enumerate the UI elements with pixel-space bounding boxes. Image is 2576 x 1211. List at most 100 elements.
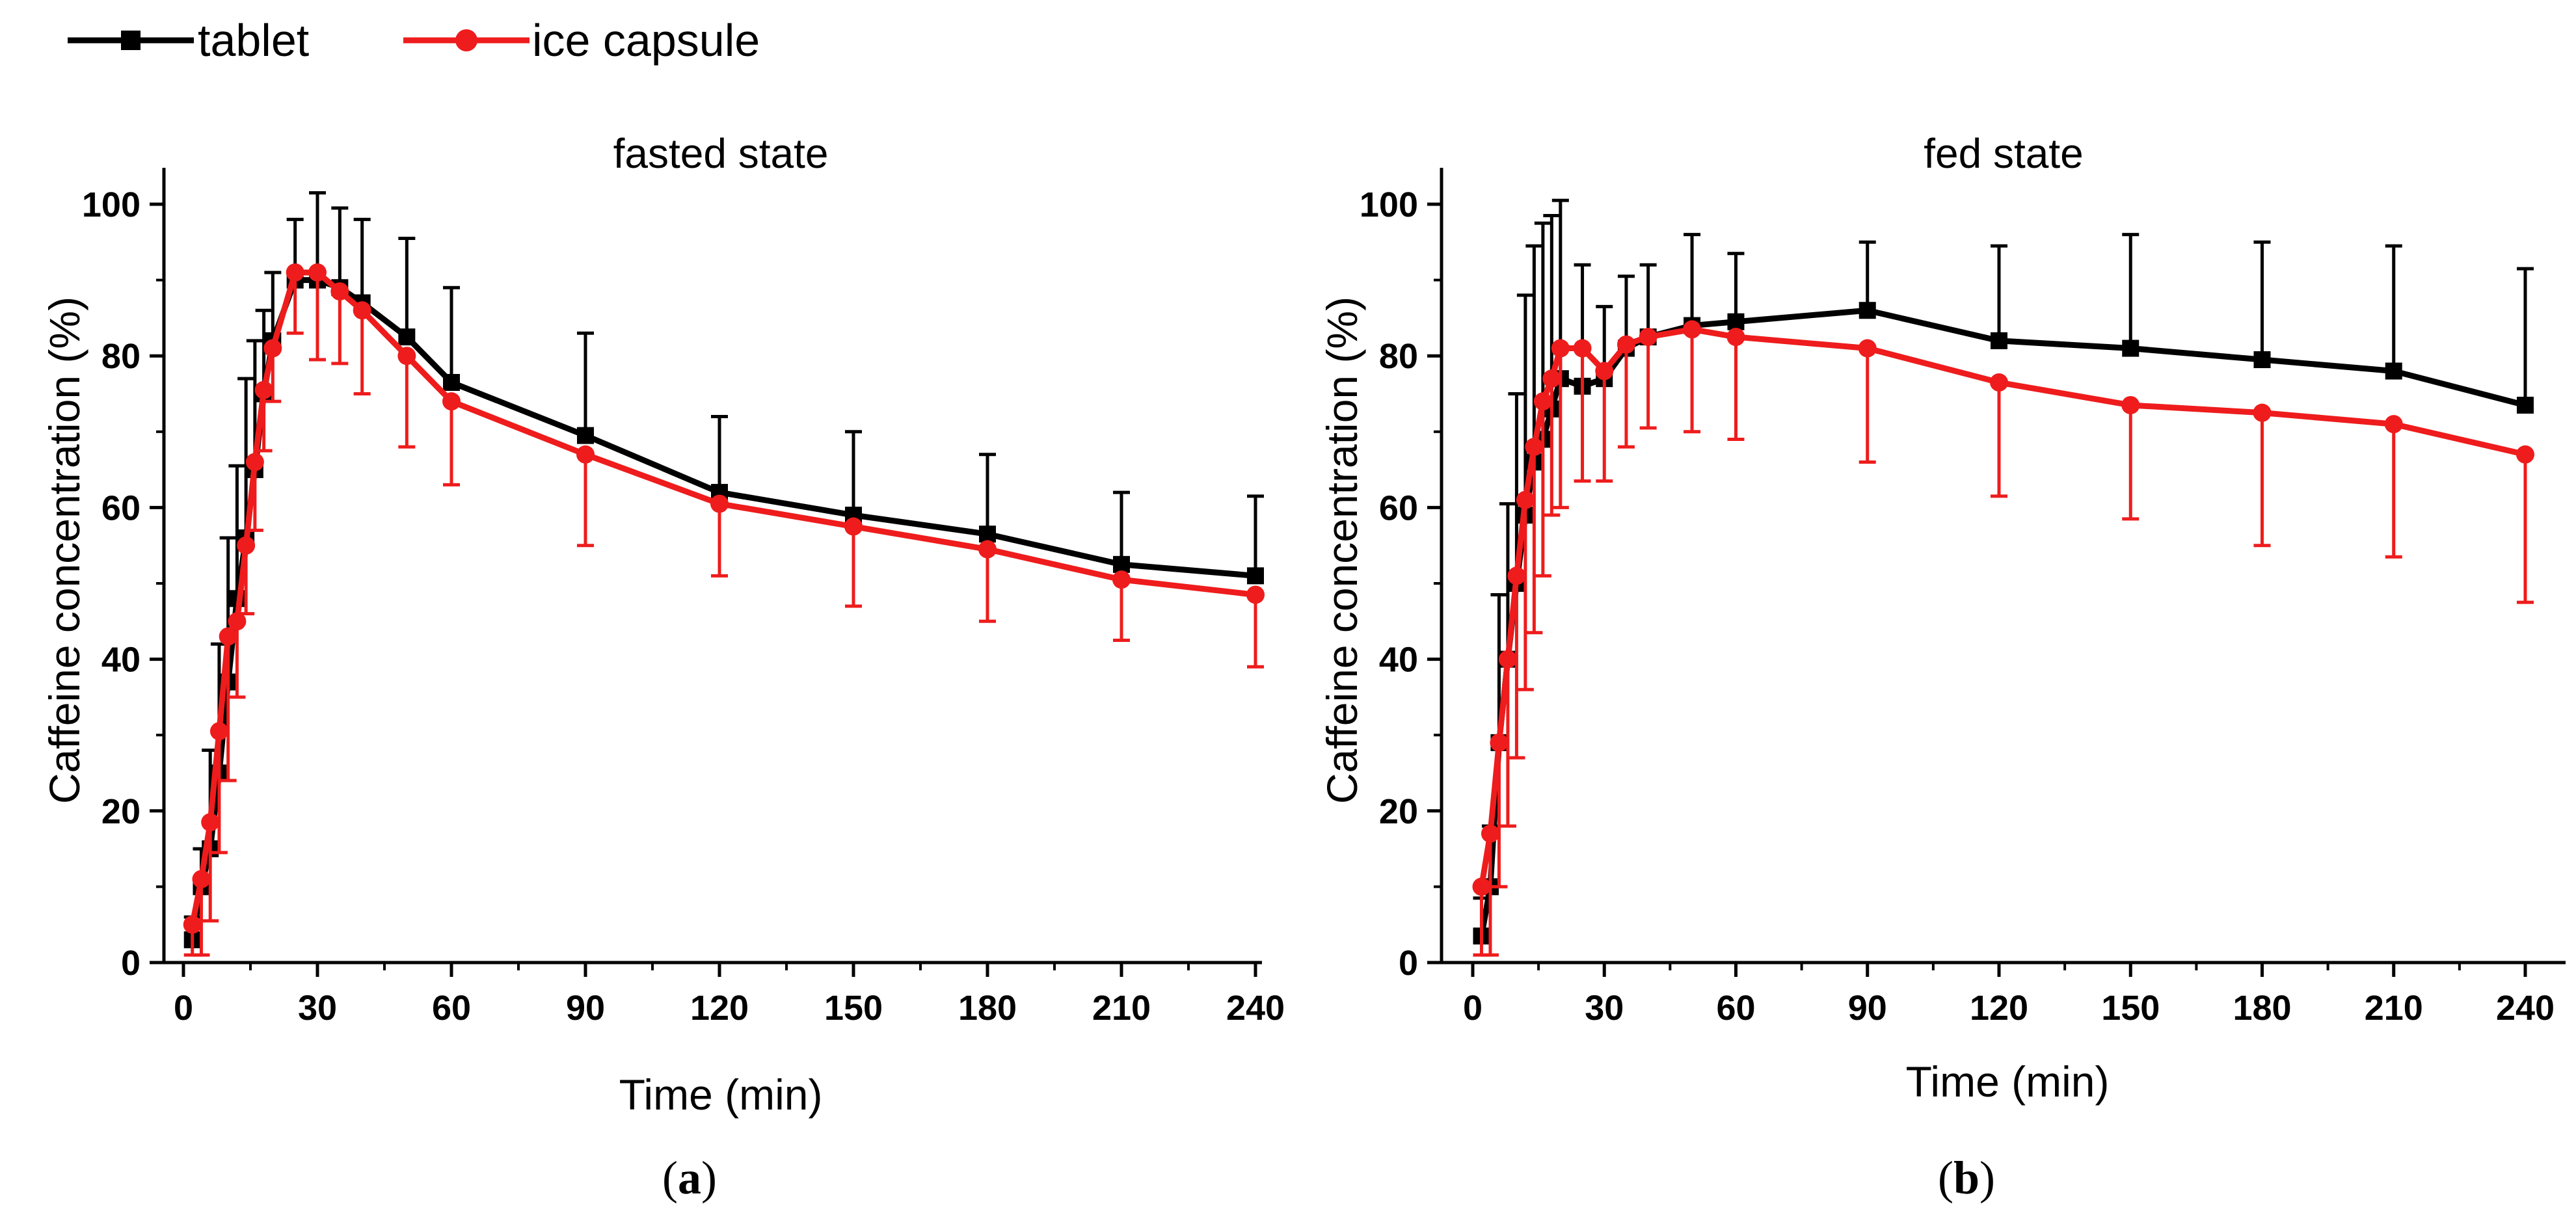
panel-a-x-title: Time (min) [619,1071,823,1119]
panel-a-x-tick-label: 120 [690,989,749,1028]
panel-a-point-ice-capsule [201,813,220,832]
panel-a-point-ice-capsule [844,517,863,536]
legend-marker-tablet [121,31,141,50]
panel-b-label-open: ( [1938,1152,1953,1204]
panel-b-point-ice-capsule [2253,403,2272,422]
panel-b-point-ice-capsule [2384,415,2403,434]
panel-b-x-tick-label: 120 [1970,989,2028,1028]
panel-a-point-ice-capsule [228,612,247,631]
panel-b-point-ice-capsule [1595,362,1614,380]
panel-b-title: fed state [1924,130,2084,177]
panel-a-y-title: Caffeine concentration (%) [40,297,88,804]
panel-a: fasted state 0 30 60 90 120 150 180 210 240 0 20 40… [40,130,1285,1204]
panel-a-point-ice-capsule [183,915,202,934]
panel-b-point-tablet [2253,351,2271,369]
panel-b-point-ice-capsule [1498,650,1517,669]
panel-b-series [1472,198,2534,957]
panel-b-point-ice-capsule [1639,328,1657,347]
panel-a-y-tick-label: 20 [101,792,141,831]
panel-a-point-ice-capsule [397,347,416,366]
panel-a-x-tick-label: 180 [958,989,1017,1028]
panel-a-title: fasted state [613,130,829,177]
panel-b-y-title: Caffeine concentration (%) [1318,297,1366,804]
panel-b-point-tablet [2385,362,2402,380]
panel-b-point-ice-capsule [1542,369,1561,388]
panel-a-point-ice-capsule [286,263,304,282]
panel-a-y-tick-label: 60 [101,488,141,527]
panel-a-x-tick-label: 30 [298,989,337,1028]
panel-b-y-tick-label: 60 [1379,488,1418,527]
panel-b-point-ice-capsule [1481,824,1499,843]
panel-a-point-ice-capsule [978,540,997,559]
panel-b-y-tick-label: 20 [1379,792,1418,831]
panel-b-ticks: 0 30 60 90 120 150 180 210 240 0 20 40 60 80 100 [1360,185,2555,1028]
panel-a-point-ice-capsule [263,339,282,358]
panel-a-point-ice-capsule [245,453,264,472]
panel-a-y-tick-label: 0 [121,944,141,983]
panel-a-point-ice-capsule [192,870,211,888]
panel-b-point-ice-capsule [1516,490,1535,509]
panel-b-point-tablet [1727,313,1745,330]
panel-a-x-tick-label: 60 [432,989,471,1028]
legend-marker-ice-capsule [455,29,477,51]
legend-label-ice-capsule: ice capsule [532,15,760,66]
panel-a-x-tick-label: 90 [566,989,605,1028]
panel-a-point-ice-capsule [1246,585,1265,604]
panel-a-label-close: ) [701,1152,717,1204]
panel-b-point-ice-capsule [1990,373,2008,392]
panel-b-point-ice-capsule [1551,339,1570,358]
panel-a-point-tablet [398,328,416,346]
panel-a-line-tablet [189,277,1256,940]
panel-a-x-tick-label: 150 [824,989,883,1028]
panel-b-point-tablet [1858,302,1876,319]
panel-b-x-tick-label: 30 [1585,989,1624,1028]
panel-a-point-ice-capsule [237,536,256,555]
panel-a-ticks: 0 30 60 90 120 150 180 210 240 0 20 40 60 80 100 [82,185,1285,1028]
panel-b-line-ice-capsule [1479,326,2527,888]
panel-b-point-ice-capsule [1726,328,1745,347]
panel-a-point-ice-capsule [330,282,349,301]
panel-b-point-ice-capsule [2121,395,2140,414]
panel-b-point-ice-capsule [1507,566,1526,585]
panel-a-line-ice-capsule [189,269,1256,925]
panel-a-label: (a) [662,1152,717,1204]
panel-b-x-tick-label: 150 [2101,989,2160,1028]
panel-b-point-ice-capsule [1472,877,1491,896]
panel-a-point-tablet [979,526,996,543]
panel-b-point-ice-capsule [1617,335,1635,354]
panel-b-point-ice-capsule [1573,339,1592,358]
panel-a-y-tick-label: 100 [82,185,141,224]
panel-a-x-tick-label: 240 [1226,989,1285,1028]
panel-b-y-tick-label: 40 [1379,641,1418,680]
panel-a-point-tablet [443,374,460,392]
panel-b-x-tick-label: 0 [1463,989,1483,1028]
panel-a-x-tick-label: 210 [1092,989,1151,1028]
panel-b-y-tick-label: 80 [1379,337,1418,376]
panel-a-point-ice-capsule [710,494,729,513]
panel-b-y-tick-label: 0 [1399,944,1418,983]
panel-a-point-ice-capsule [219,627,237,646]
panel-a-point-tablet [1113,555,1130,573]
panel-a-point-ice-capsule [353,301,371,320]
panel-b-x-tick-label: 90 [1848,989,1887,1028]
panel-a-point-ice-capsule [308,263,327,282]
panel-b: fed state 0 30 60 90 120 150 180 210 240 0 20 40 60 8… [1318,130,2566,1204]
panel-a-point-tablet [577,427,594,444]
panel-b-point-ice-capsule [1525,438,1544,457]
panel-b-label-close: ) [1979,1152,1995,1204]
panel-b-line-tablet [1479,307,2527,937]
panel-b-x-tick-label: 240 [2496,989,2555,1028]
panel-a-point-ice-capsule [576,445,595,464]
panel-b-x-title: Time (min) [1906,1058,2110,1106]
panel-b-x-tick-label: 180 [2233,989,2291,1028]
panel-a-series [183,191,1265,957]
legend-item-ice-capsule: ice capsule [403,15,760,66]
panel-a-x-tick-label: 0 [174,989,193,1028]
panel-b-point-ice-capsule [1858,339,1877,358]
panel-a-point-tablet [1247,567,1264,585]
panel-b-point-tablet [2122,339,2140,357]
panel-b-x-tick-label: 210 [2365,989,2423,1028]
panel-b-point-ice-capsule [2516,445,2534,464]
panel-b-label: (b) [1938,1152,1995,1204]
